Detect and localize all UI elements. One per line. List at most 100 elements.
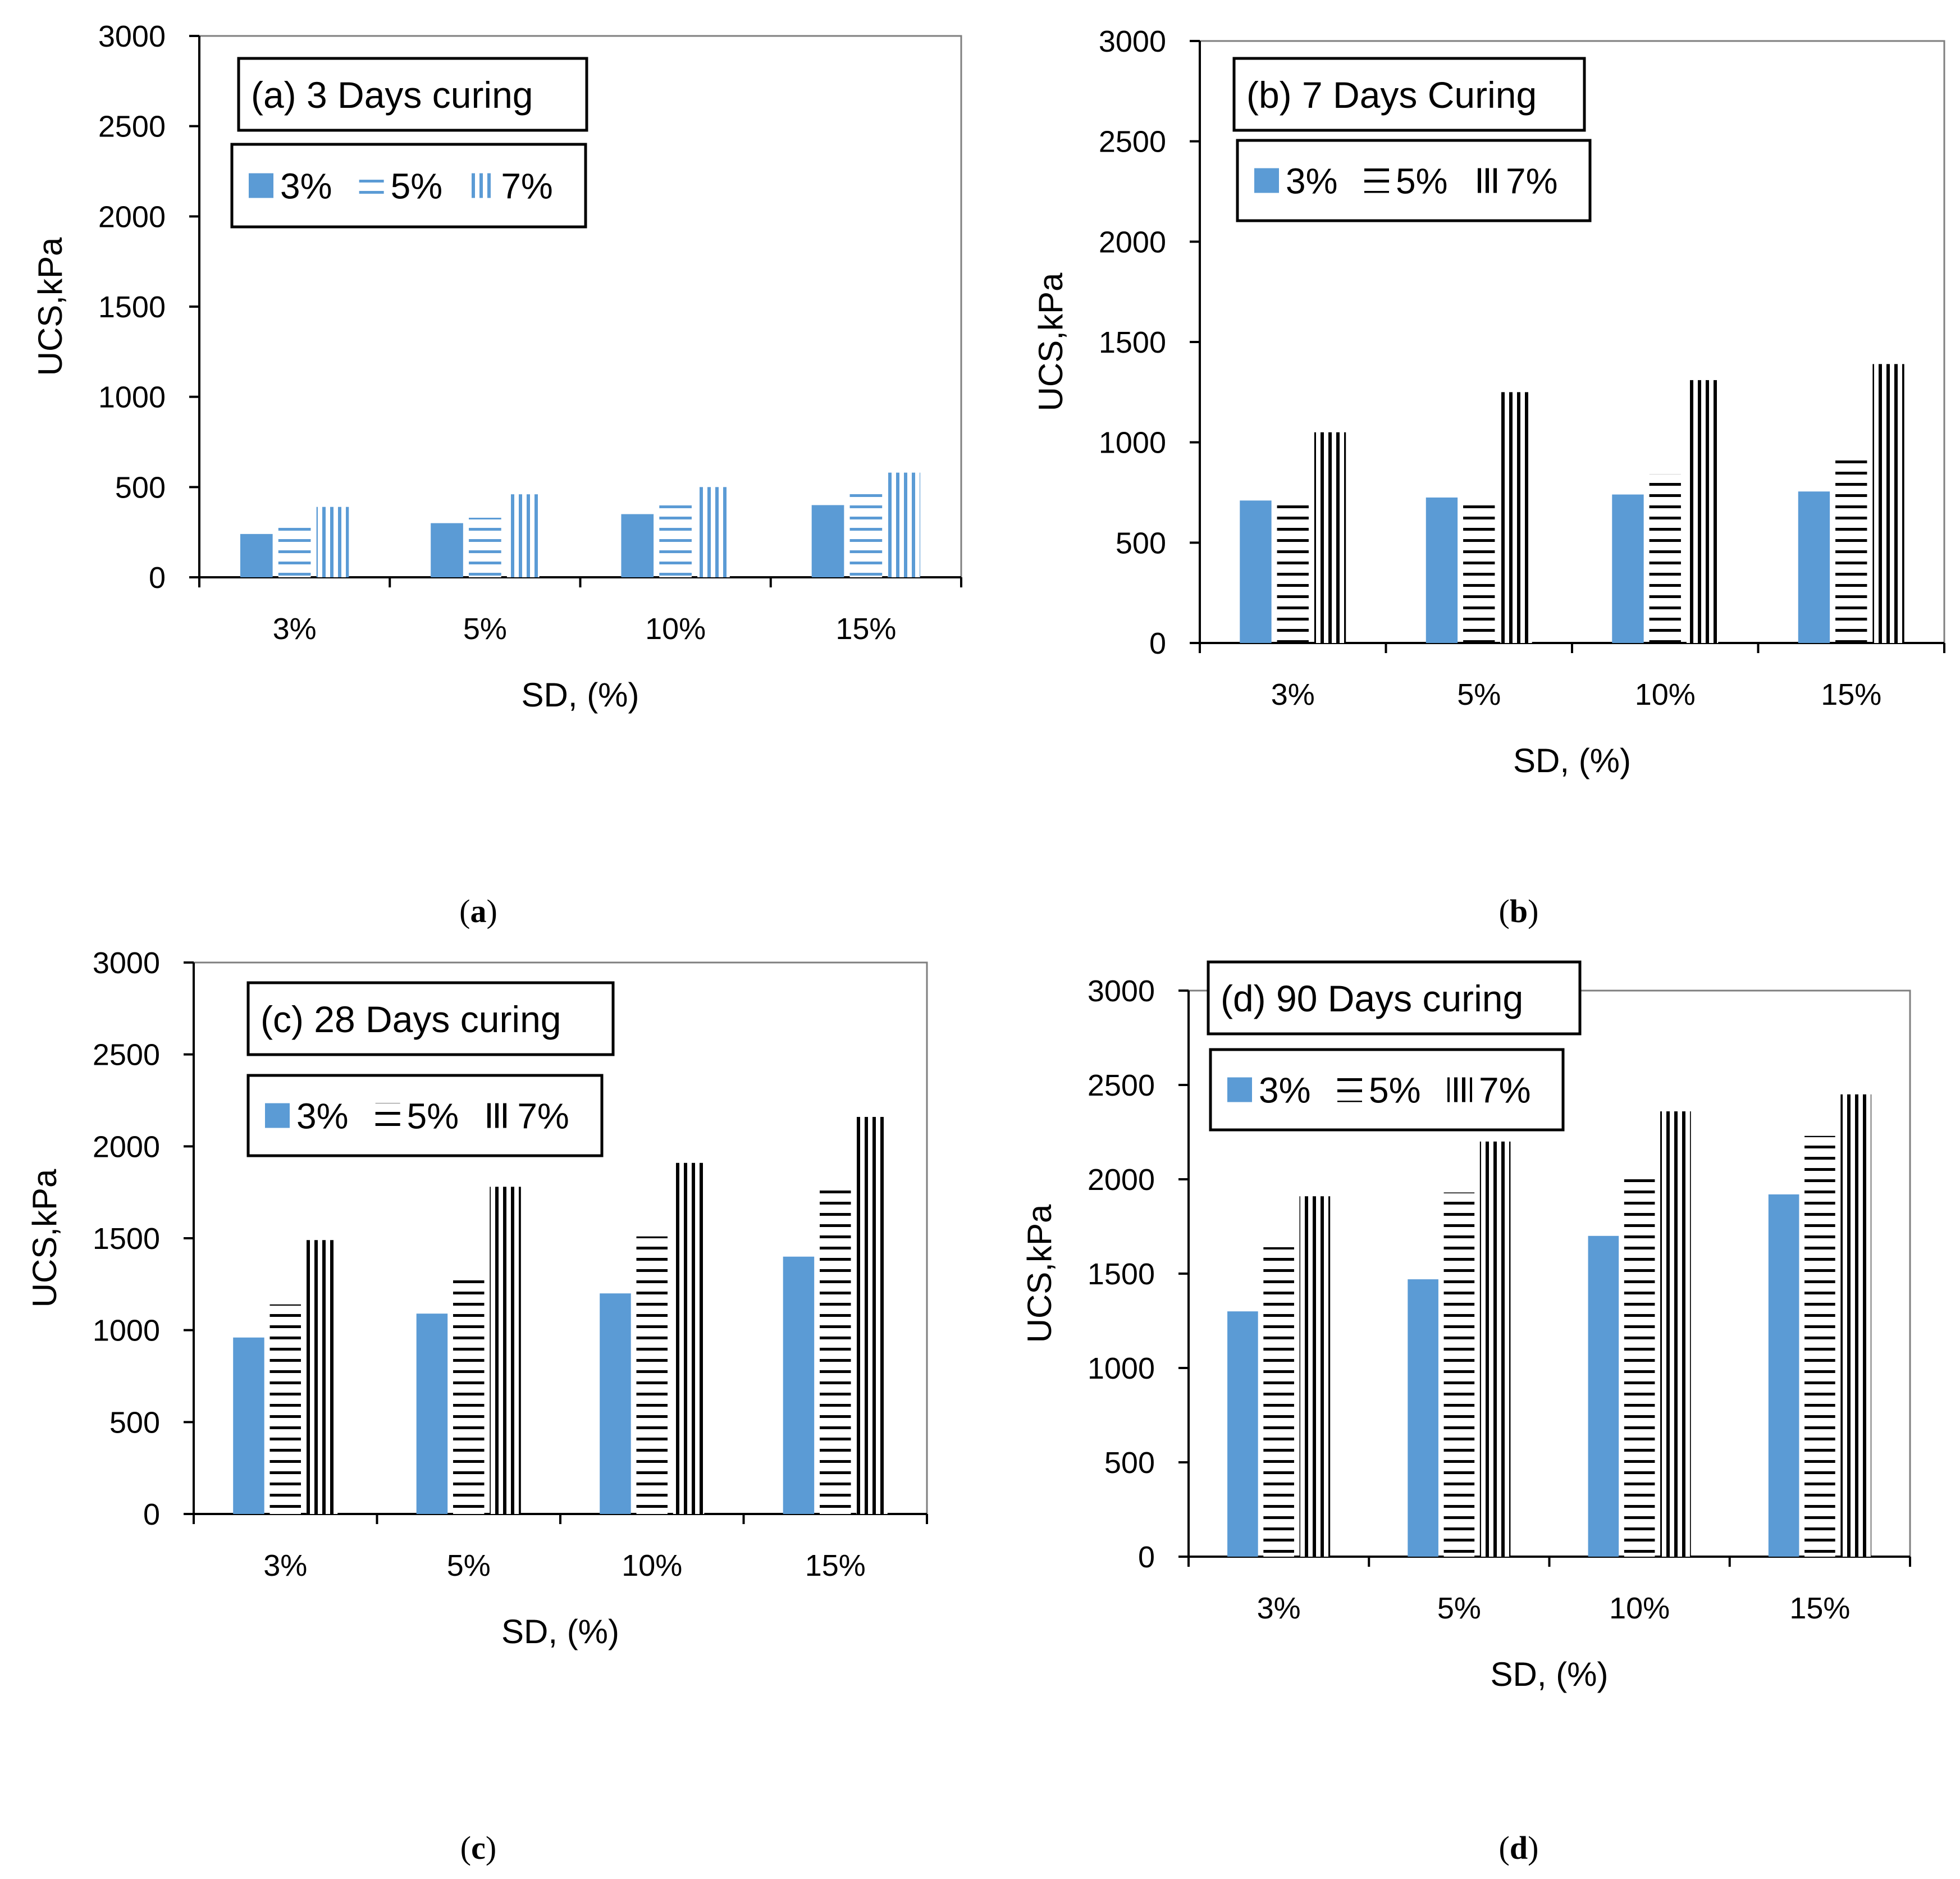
panel-caption: (d) — [1499, 1830, 1539, 1866]
y-tick-label: 500 — [115, 471, 166, 504]
y-tick-label: 3000 — [98, 20, 166, 53]
bar-d-series-5pct-15pct — [1804, 1135, 1835, 1557]
legend-box — [1236, 139, 1592, 222]
bar-b-series-3pct-3pct — [1240, 500, 1272, 643]
y-tick-label: 1500 — [93, 1222, 160, 1256]
chart-title-box — [246, 981, 615, 1056]
bar-d-series-3pct-15pct — [1768, 1194, 1799, 1557]
bar-c-series-3pct-10pct — [600, 1293, 631, 1514]
y-tick-label: 500 — [1104, 1446, 1155, 1480]
legend-label: 3% — [1259, 1070, 1311, 1111]
x-axis-label: SD, (%) — [1491, 1655, 1609, 1693]
bar-d-series-3pct-3pct — [1227, 1311, 1258, 1557]
legend-swatch — [1364, 168, 1389, 193]
chart-title-box — [1207, 960, 1582, 1036]
caption-close-paren: ) — [1528, 893, 1538, 929]
bar-c-series-5pct-15pct — [819, 1190, 851, 1514]
x-tick-label: 5% — [1437, 1591, 1481, 1625]
y-tick-label: 1000 — [98, 381, 166, 414]
y-tick-label: 2000 — [98, 200, 166, 234]
y-tick-label: 1000 — [1099, 426, 1166, 460]
bar-a-series-7pct-3pct — [316, 507, 349, 577]
legend-swatch — [359, 173, 384, 198]
y-tick-label: 0 — [149, 561, 166, 595]
y-tick-label: 0 — [1138, 1540, 1155, 1574]
bar-c-series-5pct-5pct — [453, 1275, 485, 1514]
chart-title: (c) 28 Days curing — [261, 998, 561, 1040]
y-tick-label: 2500 — [98, 110, 166, 144]
panel-caption: (b) — [1499, 893, 1539, 929]
bar-b-series-7pct-15pct — [1872, 364, 1904, 643]
bar-c-series-3pct-5pct — [416, 1314, 448, 1514]
caption-close-paren: ) — [487, 893, 497, 929]
legend-box — [230, 143, 587, 229]
x-tick-label: 3% — [1257, 1591, 1301, 1625]
y-tick-label: 1500 — [1099, 326, 1166, 359]
bar-a-series-5pct-5pct — [469, 517, 501, 577]
y-tick-label: 3000 — [1088, 974, 1155, 1008]
caption-open-paren: ( — [1499, 893, 1510, 929]
bar-b-series-5pct-3pct — [1277, 502, 1309, 643]
bar-c-series-3pct-3pct — [233, 1337, 264, 1514]
y-tick-label: 500 — [1116, 526, 1166, 560]
bar-a-series-5pct-10pct — [659, 505, 692, 577]
bar-d-series-7pct-15pct — [1840, 1094, 1871, 1557]
bar-d-series-3pct-10pct — [1588, 1235, 1619, 1557]
caption-letter: c — [471, 1830, 486, 1866]
y-tick-label: 2500 — [1099, 125, 1166, 159]
legend-box — [246, 1074, 604, 1157]
legend-label: 5% — [407, 1096, 459, 1137]
legend-label: 3% — [280, 166, 332, 207]
x-axis-label: SD, (%) — [522, 676, 639, 714]
bar-a-series-7pct-10pct — [697, 487, 730, 577]
panel-caption: (a) — [459, 893, 497, 929]
y-axis-label: UCS,kPa — [1032, 272, 1070, 411]
bar-d-series-5pct-10pct — [1624, 1177, 1655, 1557]
caption-close-paren: ) — [1528, 1830, 1538, 1866]
bar-b-series-5pct-10pct — [1649, 474, 1681, 643]
y-tick-label: 1000 — [93, 1314, 160, 1348]
chart-title-box — [237, 57, 588, 132]
bar-a-series-3pct-3pct — [240, 533, 273, 577]
bar-c-series-7pct-10pct — [673, 1162, 705, 1514]
caption-open-paren: ( — [459, 893, 470, 929]
legend-swatch — [1337, 1077, 1362, 1102]
legend-label: 7% — [1479, 1070, 1531, 1111]
y-tick-label: 2500 — [1088, 1069, 1155, 1102]
bar-a-series-3pct-15pct — [811, 505, 844, 577]
legend-swatch — [375, 1103, 400, 1128]
bar-c-series-3pct-15pct — [783, 1256, 815, 1514]
bar-d-series-7pct-3pct — [1299, 1196, 1331, 1557]
bar-b-series-3pct-5pct — [1426, 497, 1458, 643]
legend-swatch — [1227, 1077, 1252, 1102]
legend-label: 3% — [296, 1096, 349, 1137]
chart-title: (b) 7 Days Curing — [1246, 74, 1537, 116]
bar-c-series-5pct-10pct — [636, 1236, 668, 1514]
y-axis-label: UCS,kPa — [1021, 1204, 1058, 1343]
caption-letter: d — [1510, 1830, 1528, 1866]
legend-label: 7% — [517, 1096, 569, 1137]
x-tick-label: 15% — [835, 612, 896, 646]
bar-b-series-3pct-15pct — [1798, 491, 1830, 643]
chart-panel-a: 0 500 1000 1500 2000 2500 3000 3% 5% 10% 15% UCS,kP… — [31, 20, 962, 929]
bar-d-series-5pct-5pct — [1443, 1192, 1475, 1557]
y-tick-label: 1000 — [1088, 1352, 1155, 1385]
chart-panel-d: 0 500 1000 1500 2000 2500 3000 3% 5% 10% 15% UCS,kP… — [1021, 960, 1911, 1866]
y-tick-label: 1500 — [1088, 1257, 1155, 1291]
y-tick-label: 2000 — [93, 1130, 160, 1164]
y-tick-label: 2000 — [1088, 1163, 1155, 1197]
bar-a-series-3pct-10pct — [621, 514, 654, 577]
legend-swatch — [265, 1103, 290, 1128]
legend-label: 7% — [1506, 161, 1558, 202]
x-tick-label: 3% — [273, 612, 317, 646]
legend-swatch — [1254, 168, 1279, 193]
bar-d-series-3pct-5pct — [1408, 1279, 1438, 1557]
chart-title-box — [1232, 57, 1586, 132]
bar-c-series-5pct-3pct — [269, 1304, 301, 1514]
caption-open-paren: ( — [1499, 1830, 1510, 1866]
y-tick-label: 1500 — [98, 290, 166, 324]
bar-b-series-7pct-3pct — [1314, 432, 1346, 643]
chart-panel-b: 0 500 1000 1500 2000 2500 3000 3% 5% 10% 15% UCS,kP… — [1032, 25, 1945, 929]
bar-b-series-7pct-10pct — [1686, 380, 1719, 643]
